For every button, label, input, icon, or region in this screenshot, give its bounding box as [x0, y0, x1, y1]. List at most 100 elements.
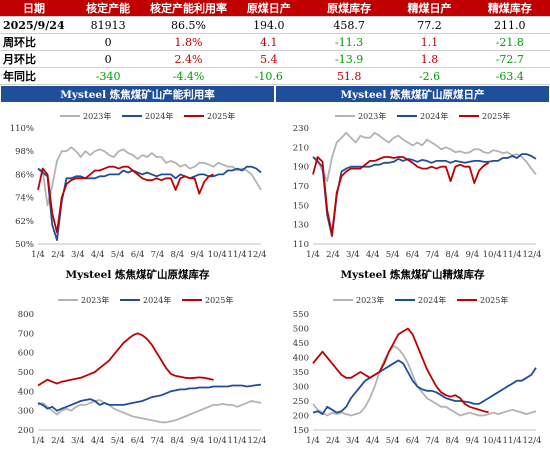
x-tick-label: 12/4	[522, 250, 541, 260]
chart-title: Mysteel 炼焦煤矿山原煤日产	[341, 88, 485, 101]
y-tick-label: 150	[293, 201, 309, 211]
series-line	[312, 327, 489, 414]
y-tick-label: 98%	[15, 147, 34, 157]
table-header-cell: 原煤日产	[228, 0, 309, 17]
table-cell: -10.6	[228, 67, 309, 85]
table-header-cell: 精煤日产	[389, 0, 470, 17]
legend-label: 2025年	[207, 111, 235, 121]
chart-capacity-utilization: Mysteel 炼焦煤矿山产能利用率 2023年 2024年 2025年 50% 62% 7…	[1, 86, 274, 260]
y-tick-label: 210	[293, 143, 309, 153]
y-tick-label: 400	[293, 354, 309, 364]
x-tick-label: 4/4	[366, 250, 380, 260]
y-tick-label: 190	[293, 163, 309, 173]
y-tick-label: 700	[18, 329, 34, 339]
x-tick-label: 1/4	[306, 436, 320, 446]
chart-title: Mysteel 炼焦煤矿山产能利用率	[60, 88, 215, 101]
x-tick-label: 1/4	[306, 250, 320, 260]
x-tick-label: 6/4	[131, 436, 145, 446]
table-cell: 0	[68, 33, 149, 51]
table-cell: 77.2	[389, 16, 470, 34]
x-tick-label: 4/4	[91, 250, 105, 260]
table-cell: -21.8	[469, 33, 550, 51]
y-tick-label: 300	[18, 407, 34, 417]
y-tick-label: 400	[18, 387, 34, 397]
row-label: 月环比	[0, 50, 68, 68]
y-tick-label: 230	[293, 124, 309, 134]
y-tick-label: 800	[18, 310, 34, 320]
row-label: 年同比	[0, 67, 68, 85]
y-tick-label: 550	[293, 310, 309, 320]
chart-title: Mysteel 炼焦煤矿山原煤库存	[66, 268, 210, 281]
table-cell: -340	[68, 67, 149, 85]
chart-title-banner	[276, 86, 549, 102]
y-tick-label: 150	[293, 426, 309, 436]
x-tick-label: 12/4	[247, 250, 266, 260]
y-tick-label: 50%	[15, 240, 34, 250]
x-tick-label: 9/4	[190, 250, 204, 260]
x-tick-label: 11/4	[503, 436, 522, 446]
series-line	[37, 146, 262, 207]
legend-label: 2024年	[418, 295, 446, 305]
x-tick-label: 3/4	[346, 436, 360, 446]
series-line	[37, 165, 262, 242]
y-tick-label: 74%	[15, 194, 34, 204]
x-tick-label: 6/4	[406, 250, 420, 260]
table-header-cell: 核定产能	[68, 0, 149, 17]
table-cell: -72.7	[469, 50, 550, 68]
x-tick-label: 2/4	[326, 250, 340, 260]
table-cell: 5.4	[228, 50, 309, 68]
x-tick-label: 3/4	[346, 250, 360, 260]
series-line	[312, 153, 537, 238]
y-tick-label: 450	[293, 339, 309, 349]
table-header-cell: 日期	[0, 0, 68, 17]
legend-label: 2023年	[81, 295, 109, 305]
y-tick-label: 500	[18, 368, 34, 378]
table-cell: 194.0	[228, 16, 309, 34]
table-cell: 81913	[68, 16, 149, 34]
table-header-cell: 核定产能利用率	[148, 0, 229, 17]
legend-label: 2024年	[420, 111, 448, 121]
x-tick-label: 11/4	[228, 250, 247, 260]
x-tick-label: 10/4	[483, 250, 502, 260]
chart-raw-coal-inventory: Mysteel 炼焦煤矿山原煤库存 2023年 2024年 2025年 200 300 40…	[18, 268, 267, 446]
table-cell: -13.9	[308, 50, 390, 68]
chart-clean-coal-inventory: Mysteel 炼焦煤矿山精煤库存 2023年 2024年 2025年 150 200 25…	[293, 268, 542, 446]
summary-table: 日期 核定产能 核定产能利用率 原煤日产 原煤库存 精煤日产 精煤库存 2025/9/24 8…	[0, 0, 550, 85]
chart-title: Mysteel 炼焦煤矿山精煤库存	[341, 268, 485, 281]
y-tick-label: 110%	[10, 124, 34, 134]
table-cell: 0	[68, 50, 149, 68]
x-tick-label: 4/4	[366, 436, 380, 446]
x-tick-label: 11/4	[503, 250, 522, 260]
series-line	[312, 359, 537, 416]
x-tick-label: 3/4	[71, 436, 85, 446]
y-tick-label: 250	[293, 397, 309, 407]
table-cell: -2.6	[389, 67, 470, 85]
table-cell: 211.0	[469, 16, 550, 34]
x-tick-label: 8/4	[446, 436, 460, 446]
x-tick-label: 8/4	[171, 250, 185, 260]
table-cell: -11.3	[308, 33, 390, 51]
x-tick-label: 9/4	[465, 250, 479, 260]
table-cell: 458.7	[308, 16, 390, 34]
table-header-cell: 精煤库存	[469, 0, 550, 17]
chart-title-banner	[1, 86, 274, 102]
legend-label: 2025年	[480, 295, 508, 305]
y-tick-label: 350	[293, 368, 309, 378]
table-cell: 1.8%	[148, 33, 229, 51]
x-tick-label: 10/4	[208, 436, 227, 446]
row-label: 周环比	[0, 33, 68, 51]
legend-label: 2023年	[83, 111, 111, 121]
y-tick-label: 200	[18, 426, 34, 436]
x-tick-label: 2/4	[326, 436, 340, 446]
x-tick-label: 4/4	[91, 436, 105, 446]
x-tick-label: 5/4	[111, 436, 125, 446]
table-cell: 1.8	[389, 50, 470, 68]
y-tick-label: 300	[293, 383, 309, 393]
x-tick-label: 9/4	[465, 436, 479, 446]
y-tick-label: 86%	[15, 170, 34, 180]
table-cell: 86.5%	[148, 16, 229, 34]
table-row: 2025/9/24 81913 86.5% 194.0 458.7 77.2 211.0	[0, 16, 550, 34]
table-cell: -63.4	[469, 67, 550, 85]
table-row: 周环比 0 1.8% 4.1 -11.3 1.1 -21.8	[0, 33, 550, 51]
y-tick-label: 62%	[15, 217, 34, 227]
